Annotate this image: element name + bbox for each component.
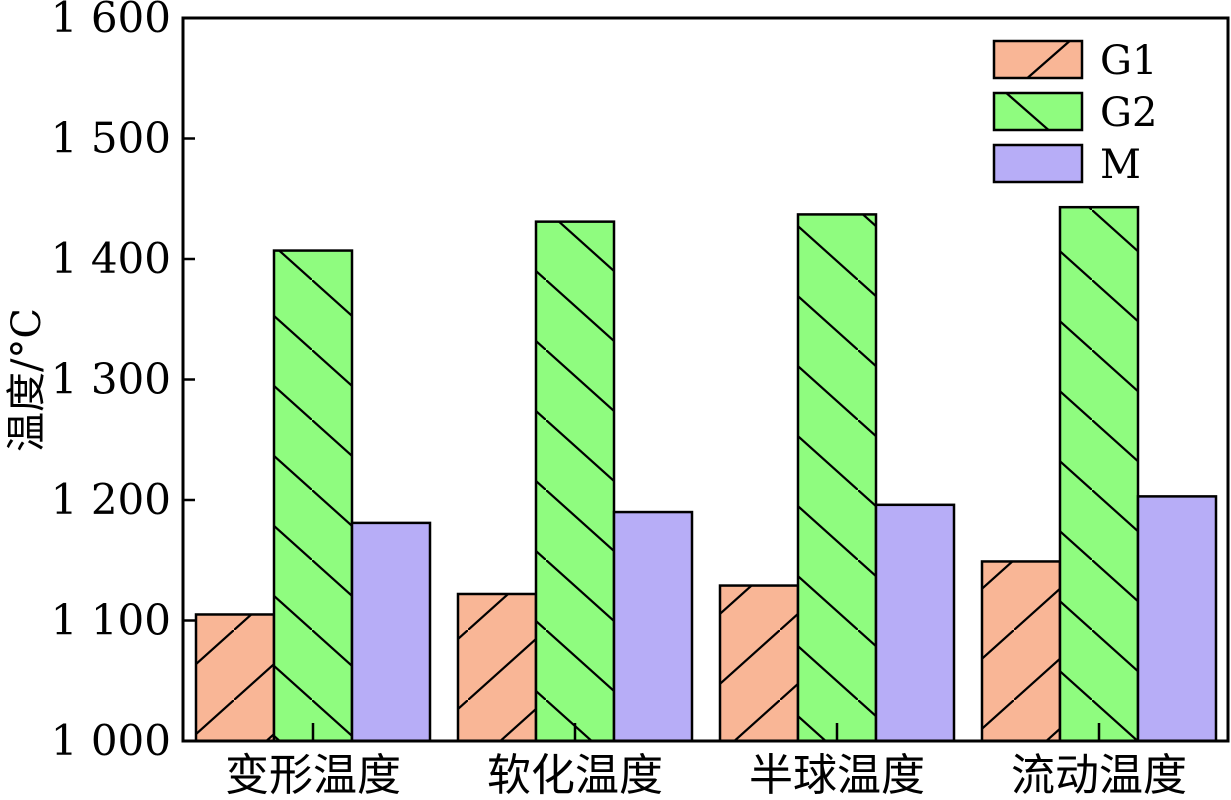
- bar-hatch-g2-1: [274, 250, 352, 741]
- bar-hatch-g2-4: [1060, 207, 1138, 741]
- legend-swatch-outline-m: [992, 143, 1084, 184]
- bar-m-2: [614, 512, 692, 741]
- legend-swatch-outline-g1: [992, 39, 1084, 80]
- legend-hatch-g1: [1026, 40, 1071, 79]
- bar-hatch-g1-3: [720, 585, 798, 741]
- plot-area: 变形温度 软化温度 半球温度 流动温度 1 000 1 100 1 200 1 300 1 40…: [51, 0, 1230, 800]
- x-tick-label: 流动温度: [1011, 750, 1187, 800]
- bar-hatch-g1-4: [982, 561, 1060, 741]
- y-tick-label: 1 300: [51, 355, 171, 404]
- bar-m-1: [352, 522, 430, 741]
- bar-hatch-g1-2: [458, 593, 536, 741]
- bar-hatch-g1-1: [196, 614, 274, 741]
- y-tick-label: 1 500: [51, 114, 171, 163]
- legend-hatch-g2: [1005, 92, 1050, 131]
- y-tick-label: 1 100: [51, 596, 171, 645]
- legend-swatch-g2: [994, 93, 1082, 130]
- legend: G1 G2 M: [992, 38, 1157, 188]
- legend-label-m: M: [1100, 142, 1141, 188]
- bar-hatch-g2-3: [798, 214, 876, 742]
- y-tick-label: 1 200: [51, 475, 171, 524]
- y-tick-label: 1 000: [51, 716, 171, 765]
- legend-label-g1: G1: [1100, 38, 1157, 84]
- y-axis-label: 温度/°C: [4, 308, 50, 452]
- legend-swatch-g1: [994, 41, 1082, 78]
- y-tick-label: 1 600: [51, 0, 171, 42]
- x-tick-label: 软化温度: [487, 750, 663, 800]
- bar-hatch-g2-2: [536, 221, 614, 741]
- x-tick-label: 半球温度: [749, 750, 925, 800]
- legend-label-g2: G2: [1100, 90, 1157, 136]
- bar-m-4: [1138, 496, 1216, 741]
- y-tick-label: 1 400: [51, 234, 171, 283]
- legend-swatch-m: [994, 145, 1082, 182]
- x-tick-label: 变形温度: [225, 750, 401, 800]
- bar-m-3: [876, 504, 954, 741]
- legend-swatch-outline-g2: [992, 91, 1084, 132]
